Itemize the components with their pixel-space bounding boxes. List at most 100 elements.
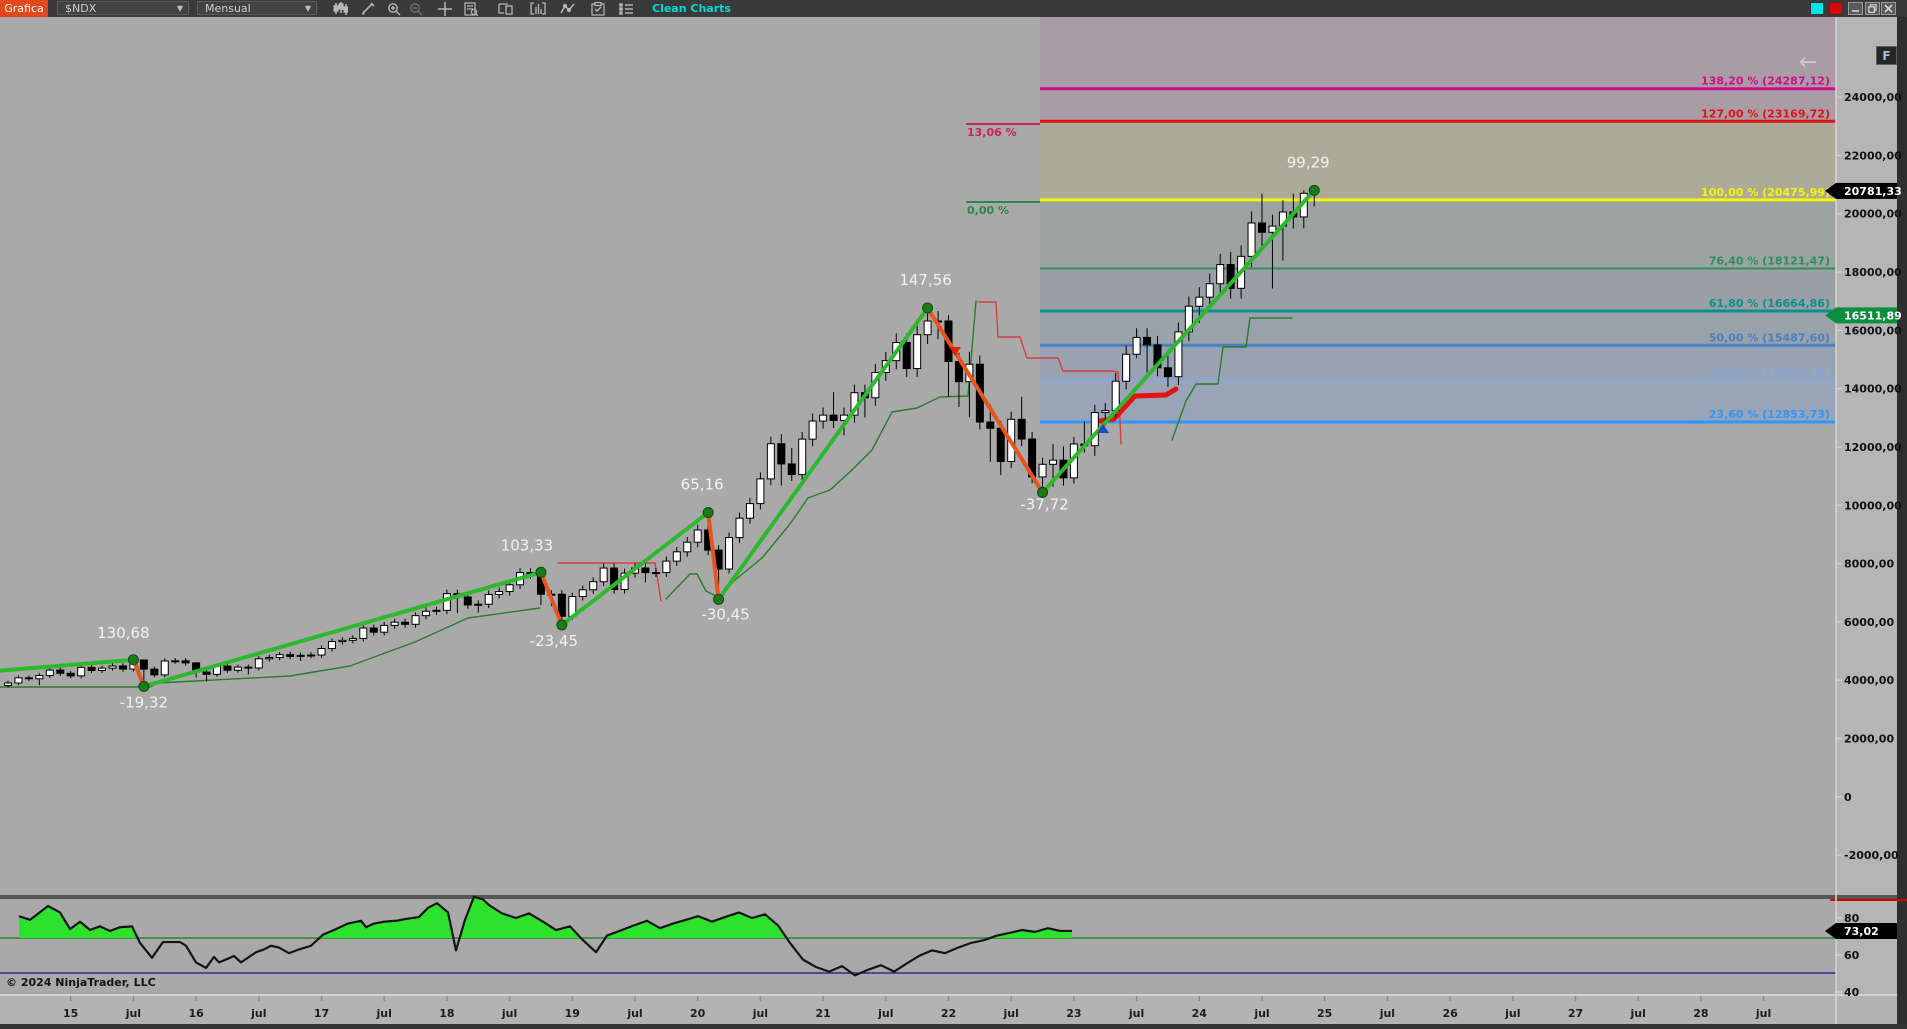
panel-icon[interactable] [493,0,517,17]
time-tick-label: jul [752,1007,768,1020]
cyan-window-button[interactable] [1810,2,1824,15]
zigzag-pivot-label: 130,68 [97,624,150,642]
mini-fib-label: 13,06 % [967,126,1017,139]
price-tick-label: 22000,00 [1844,149,1902,162]
panel-divider[interactable] [0,895,1897,899]
candle-body [641,567,650,574]
candle-body [24,677,33,680]
time-tick-label: 26 [1442,1007,1458,1020]
right-sidebar-strip [1897,17,1907,1029]
candle-body [1163,367,1172,378]
zoom-out-icon[interactable] [404,0,428,17]
time-tick-label: jul [1253,1007,1269,1020]
time-tick-label: 23 [1066,1007,1081,1020]
collapse-panel-arrow-icon[interactable]: ← [1799,50,1818,75]
clean-charts-link[interactable]: Clean Charts [652,2,731,15]
candle-body [1216,264,1225,285]
candle-body [369,627,378,633]
fib-level-label: 127,00 % (23169,72) [1701,107,1830,120]
draw-icon[interactable] [356,0,380,17]
price-tick-label: 6000,00 [1844,616,1894,629]
time-tick-label: 17 [314,1007,329,1020]
zoom-in-icon[interactable] [382,0,406,17]
candle-body [254,658,263,669]
price-tick-label: 10000,00 [1844,499,1902,512]
title-bar: Grafica $NDX ▼ Mensual ▼ [0,0,1907,17]
price-tick-label: 24000,00 [1844,91,1902,104]
strategy-icon[interactable] [586,0,610,17]
trend-stop-green-1 [0,607,541,688]
fib-zone [1040,345,1836,380]
fib-zone [1040,380,1836,421]
fib-zone [1040,270,1836,311]
price-tick-label: 4000,00 [1844,674,1894,687]
zigzag-segment [716,306,930,602]
candle-body [996,427,1005,462]
mini-fib-label: 0,00 % [967,204,1009,217]
minimize-button[interactable] [1848,2,1863,15]
fib-level-label: 100,00 % (20475,99) [1701,186,1830,199]
trend-stop-green-2 [665,300,977,600]
candle-body [599,567,608,583]
report-icon[interactable] [459,0,483,17]
price-tick-label: 2000,00 [1844,732,1894,745]
zigzag-pivot-label: 65,16 [681,476,724,494]
candle-body [139,659,148,670]
time-tick-label: 27 [1568,1007,1583,1020]
candle-body [98,667,107,671]
restore-button[interactable] [1865,2,1880,15]
candle-body [108,665,117,669]
candle-body [829,414,838,421]
time-tick-label: jul [1128,1007,1144,1020]
candle-body [1195,296,1204,307]
fib-level-label: 138,20 % (24287,12) [1701,75,1830,88]
candle-body [777,443,786,465]
crosshair-icon[interactable] [433,0,457,17]
candle-body [348,637,357,641]
zigzag-pivot-label: -30,45 [701,605,749,623]
instrument-value: $NDX [65,2,97,15]
candle-body [432,609,441,612]
chart-style-icon[interactable] [328,0,352,17]
f-button[interactable]: F [1876,46,1897,65]
trend-stop-red-1 [557,562,662,602]
price-axis-bg[interactable] [1836,17,1897,1024]
period-dropdown[interactable]: Mensual ▼ [197,1,317,15]
zigzag-segment [706,510,721,602]
candle-body [798,438,807,476]
price-chart-canvas[interactable]: 13,06 % 0,00 % 138,20 % (24287,12) 127,00 %… [0,17,1907,1029]
zigzag-pivot-dot [138,680,150,692]
period-value: Mensual [205,2,251,15]
candle-body [45,669,54,677]
time-tick-label: 20 [690,1007,706,1020]
candle-body [56,669,65,674]
instrument-dropdown[interactable]: $NDX ▼ [57,1,189,15]
sell-signal-triangle [949,347,961,356]
grafica-tab[interactable]: Grafica [0,0,48,17]
zigzag-icon[interactable] [556,0,580,17]
indicator-icon[interactable] [526,0,550,17]
zigzag-segment [538,570,564,627]
candle-body [913,334,922,370]
candle-body [233,666,242,671]
time-tick-label: jul [1504,1007,1520,1020]
close-button[interactable] [1881,2,1896,15]
red-window-button[interactable] [1829,2,1843,15]
oscillator-value-marker-label: 73,02 [1844,925,1879,938]
candle-body [557,593,566,617]
time-tick-label: jul [877,1007,893,1020]
candle-body [422,610,430,617]
indicator-tick-label: 80 [1844,912,1860,925]
zigzag-pivot-dot [1037,486,1049,498]
list-icon[interactable] [614,0,638,17]
candle-body [1268,225,1277,233]
candle-body [1174,331,1183,378]
time-tick-label: 19 [565,1007,580,1020]
trend-stop-green-3 [1171,317,1293,441]
candle-body [1143,336,1152,346]
candle-body [150,668,159,676]
zigzag-segment [1040,188,1317,495]
time-tick-label: 15 [63,1007,78,1020]
zigzag-segment [559,510,711,627]
